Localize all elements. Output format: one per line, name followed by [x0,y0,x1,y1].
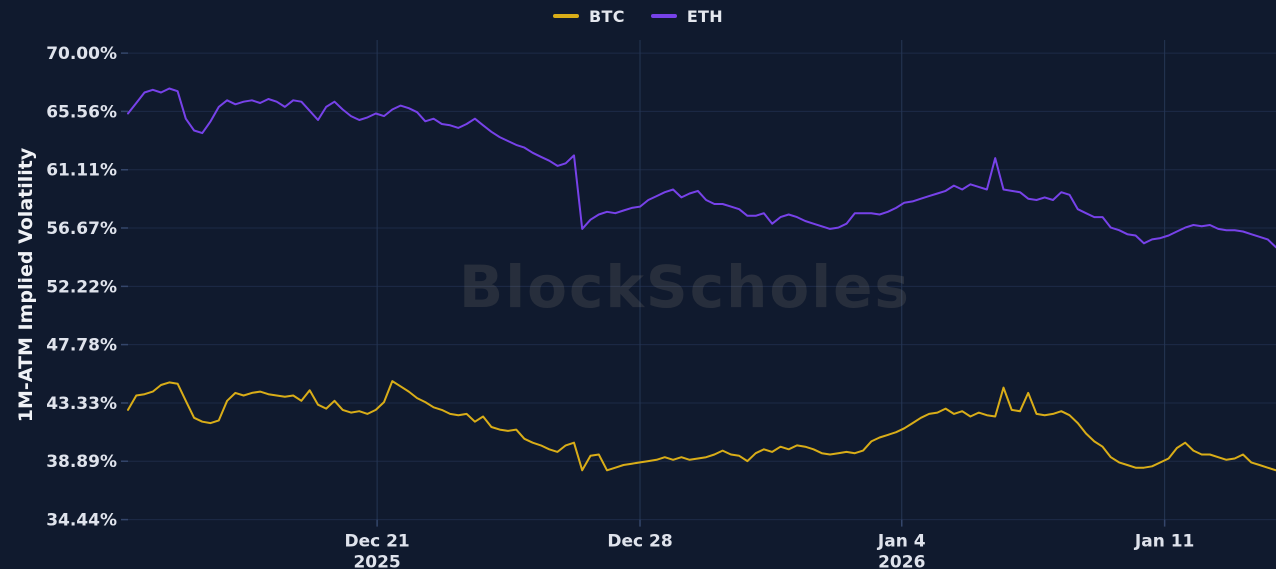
y-tick-label: 43.33% [46,394,117,414]
legend-label: BTC [589,6,625,26]
legend-item-btc[interactable]: BTC [553,7,625,26]
series-line-eth [127,87,1276,249]
x-tick-label: Dec 28 [607,532,672,552]
x-tick-label: Jan 11 [1134,532,1194,552]
y-tick-label: 65.56% [46,102,117,122]
y-tick-label: 52.22% [46,277,117,297]
y-axis-title: 1M-ATM Implied Volatility [15,147,37,423]
series-line-btc [127,380,1276,472]
x-tick-label: Jan 4 [877,532,926,552]
legend-line-swatch-eth [650,14,677,18]
x-tick-year-label: 2025 [353,553,400,569]
y-tick-label: 56.67% [46,219,117,239]
y-tick-label: 34.44% [46,511,117,531]
y-tick-label: 47.78% [46,336,117,356]
y-tick-label: 61.11% [46,161,117,181]
legend-line-swatch-btc [553,14,580,18]
legend-label: ETH [686,6,723,26]
legend-item-eth[interactable]: ETH [650,6,723,26]
x-tick-year-label: 2026 [878,553,925,569]
y-tick-label: 70.00% [46,44,117,64]
y-tick-label: 38.89% [46,452,117,472]
legend: BTC ETH [0,5,1276,27]
x-tick-label: Dec 21 [344,532,409,552]
watermark-text: BlockScholes [459,253,911,321]
